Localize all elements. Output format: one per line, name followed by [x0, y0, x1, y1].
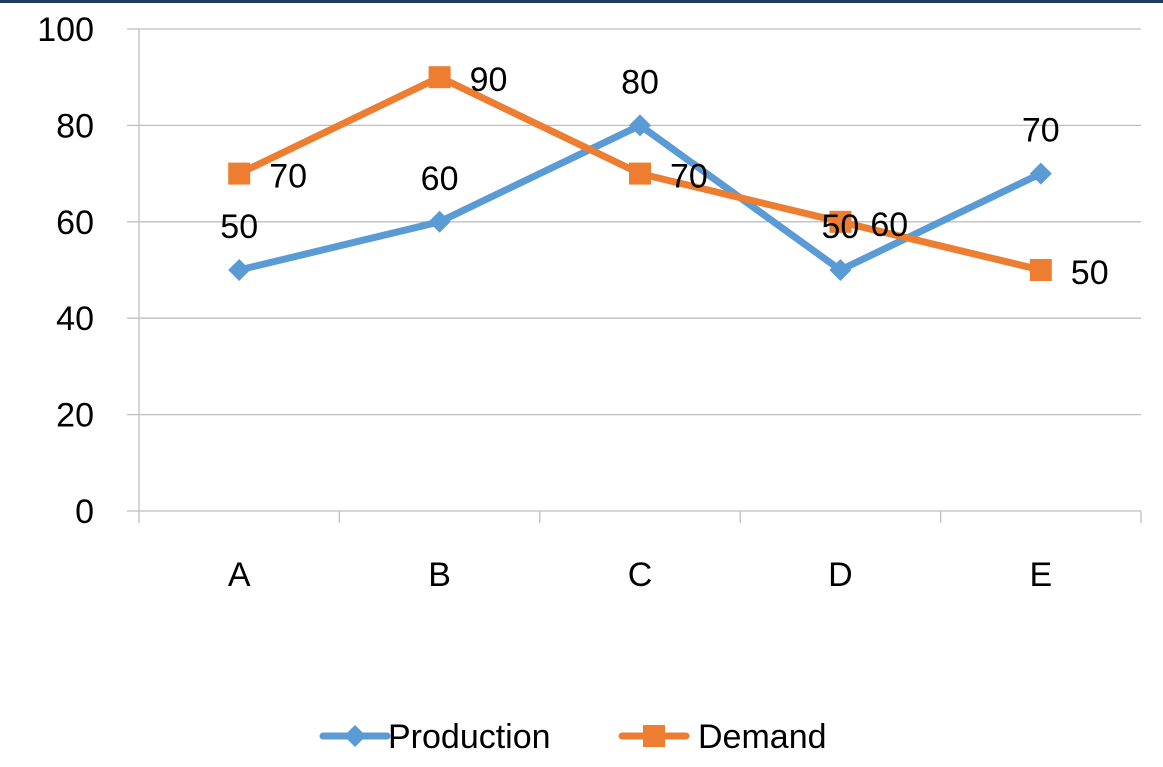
data-label-production: 50 — [821, 208, 859, 246]
data-label-demand: 60 — [870, 206, 908, 244]
gridlines — [139, 28, 1141, 416]
y-tick-label: 40 — [56, 300, 94, 338]
marker-demand — [629, 162, 651, 185]
data-label-production: 80 — [621, 63, 659, 101]
data-label-production: 50 — [220, 208, 258, 246]
marker-production — [1029, 162, 1052, 185]
series-line-production — [235, 121, 1045, 274]
legend-marker-icon — [643, 725, 665, 747]
legend-marker-icon — [344, 725, 366, 747]
x-tick-label: B — [428, 556, 451, 594]
data-labels: 50 60 80 50 70 70 90 70 60 50 — [220, 61, 1108, 292]
y-tick-label: 60 — [56, 204, 94, 242]
y-tick-label: 20 — [56, 397, 94, 435]
marker-demand — [829, 210, 852, 233]
marker-production — [629, 114, 651, 137]
marker-production — [228, 259, 251, 281]
marker-production — [829, 259, 852, 281]
data-label-production: 60 — [421, 160, 459, 198]
y-tick-label: 80 — [56, 107, 94, 145]
axes: 0 20 40 60 80 100 A B C D E — [37, 11, 1142, 594]
legend-label: Production — [388, 718, 551, 756]
x-tick-label: D — [828, 556, 853, 594]
data-label-demand: 70 — [670, 158, 708, 196]
marker-demand — [428, 66, 451, 89]
y-tick-label: 100 — [37, 11, 94, 49]
marker-demand — [228, 162, 251, 185]
data-label-demand: 70 — [269, 158, 307, 196]
legend-item-production: Production — [319, 718, 551, 756]
legend-item-demand: Demand — [618, 718, 827, 756]
series-markers — [228, 66, 1052, 281]
legend-label: Demand — [698, 718, 827, 756]
marker-demand — [1029, 259, 1052, 281]
x-tick-label: A — [228, 556, 251, 594]
legend: Production Demand — [319, 718, 827, 756]
data-label-production: 70 — [1022, 112, 1060, 150]
x-tick-label: C — [628, 556, 653, 594]
y-tick-label: 0 — [75, 493, 94, 531]
x-tick-label: E — [1029, 556, 1052, 594]
data-label-demand: 50 — [1071, 254, 1109, 292]
top-border — [0, 0, 1163, 3]
marker-production — [428, 210, 451, 233]
data-label-demand: 90 — [470, 61, 508, 99]
